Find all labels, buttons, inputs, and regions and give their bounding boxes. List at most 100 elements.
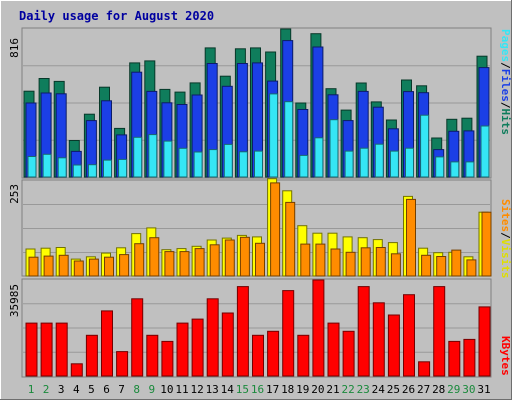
day-label-3: 3 [58, 383, 65, 396]
day-label-31: 31 [477, 383, 490, 396]
legend-files: Files [499, 69, 512, 102]
bar-pages-day-6 [103, 159, 112, 178]
day-label-5: 5 [88, 383, 95, 396]
bar-pages-day-1 [27, 156, 37, 178]
legend-sites: Sites [499, 199, 512, 232]
day-label-8: 8 [133, 383, 140, 396]
bar-sites-day-9 [149, 237, 160, 277]
bar-pages-day-13 [208, 149, 218, 178]
legend-sep-3: / [499, 232, 512, 239]
bar-pages-day-17 [269, 93, 279, 178]
bar-sites-day-18 [285, 201, 296, 277]
bar-pages-day-8 [133, 136, 143, 178]
bar-pages-day-31 [480, 125, 490, 178]
bar-sites-day-24 [375, 247, 386, 277]
day-label-1: 1 [28, 383, 35, 396]
bar-pages-day-25 [389, 150, 399, 178]
bar-pages-day-10 [163, 140, 173, 178]
bar-kbytes-day-16 [252, 334, 264, 377]
bar-kbytes-day-2 [40, 322, 53, 377]
day-label-21: 21 [326, 383, 339, 396]
bar-pages-day-11 [178, 147, 188, 178]
bar-kbytes-day-28 [433, 286, 446, 377]
bar-kbytes-day-24 [372, 302, 385, 377]
bar-sites-day-5 [88, 258, 99, 277]
bar-pages-day-26 [405, 147, 414, 178]
day-label-2: 2 [43, 383, 50, 396]
day-label-25: 25 [387, 383, 400, 396]
bar-sites-day-22 [345, 251, 356, 277]
bar-sites-day-28 [436, 256, 447, 277]
bar-sites-day-31 [481, 211, 492, 277]
bar-pages-day-22 [344, 150, 354, 178]
bar-pages-day-16 [254, 150, 263, 178]
bar-pages-day-7 [118, 158, 128, 178]
bar-kbytes-day-18 [282, 290, 295, 377]
day-label-10: 10 [160, 383, 173, 396]
bar-kbytes-day-4 [70, 363, 83, 377]
bar-sites-day-27 [421, 254, 432, 277]
bar-kbytes-day-23 [357, 286, 370, 377]
day-label-22: 22 [341, 383, 354, 396]
bar-pages-day-20 [314, 137, 324, 178]
bar-kbytes-day-1 [25, 322, 38, 377]
bar-pages-day-28 [435, 156, 445, 178]
day-label-15: 15 [236, 383, 249, 396]
panel-mid-legend: Sites/Visits [499, 199, 512, 279]
pages-files-hits-panel: 816 Pages/Files/Hits [8, 27, 512, 179]
day-label-6: 6 [103, 383, 110, 396]
day-label-24: 24 [372, 383, 386, 396]
day-label-20: 20 [311, 383, 324, 396]
day-label-7: 7 [118, 383, 125, 396]
legend-sep-1: / [499, 62, 512, 69]
day-label-13: 13 [206, 383, 219, 396]
bar-sites-day-19 [300, 243, 311, 277]
bar-kbytes-day-13 [206, 298, 219, 377]
bar-kbytes-day-17 [267, 330, 280, 377]
day-label-18: 18 [281, 383, 294, 396]
bar-pages-day-14 [223, 143, 233, 178]
day-label-27: 27 [417, 383, 430, 396]
day-label-9: 9 [148, 383, 155, 396]
bar-kbytes-day-6 [101, 310, 113, 377]
bar-sites-day-25 [390, 253, 401, 277]
chart-title: Daily usage for August 2020 [19, 9, 214, 23]
day-label-12: 12 [190, 383, 203, 396]
day-label-26: 26 [402, 383, 415, 396]
day-label-17: 17 [266, 383, 279, 396]
bar-kbytes-day-30 [463, 338, 476, 377]
day-label-30: 30 [462, 383, 475, 396]
panel-top-legend: Pages/Files/Hits [499, 29, 512, 135]
kbytes-panel: 35985 KBytes [8, 278, 512, 378]
bar-kbytes-day-12 [191, 318, 204, 377]
bar-pages-day-5 [87, 164, 97, 178]
bar-pages-day-9 [148, 134, 158, 178]
bar-sites-day-10 [164, 251, 175, 277]
bar-pages-day-29 [450, 161, 460, 178]
bar-sites-day-8 [134, 243, 145, 277]
day-label-11: 11 [175, 383, 188, 396]
bar-pages-day-18 [284, 101, 294, 178]
bar-kbytes-day-20 [312, 279, 325, 377]
panel-mid-max-label: 253 [8, 184, 21, 204]
bar-pages-day-23 [359, 147, 369, 178]
bar-pages-day-27 [420, 114, 430, 178]
bar-sites-day-15 [239, 236, 250, 277]
day-label-28: 28 [432, 383, 445, 396]
legend-hits: Hits [499, 109, 512, 136]
bar-pages-day-3 [57, 157, 67, 178]
panel-top-max-label: 816 [8, 38, 21, 58]
legend-sep-2: / [499, 102, 512, 109]
day-label-23: 23 [357, 383, 370, 396]
bar-kbytes-day-29 [448, 340, 461, 377]
bar-sites-day-1 [28, 256, 39, 277]
bar-kbytes-day-27 [418, 361, 431, 377]
bar-sites-day-14 [224, 239, 235, 277]
bar-kbytes-day-7 [116, 351, 129, 377]
bar-kbytes-day-14 [221, 312, 234, 377]
bar-sites-day-4 [73, 260, 84, 277]
bar-pages-day-2 [42, 153, 52, 178]
bar-kbytes-day-5 [85, 334, 98, 377]
bar-sites-day-6 [104, 256, 114, 277]
